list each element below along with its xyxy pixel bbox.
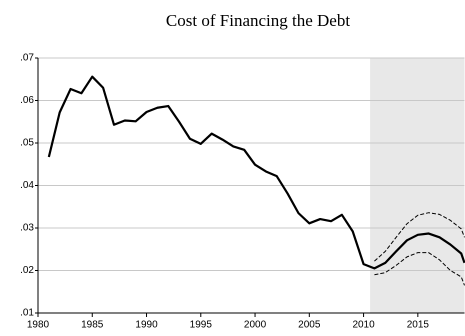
chart-title: Cost of Financing the Debt [166,11,350,30]
series-line [374,252,465,286]
x-tick-label: 2000 [244,320,267,331]
y-tick-label: .01 [20,308,34,319]
y-tick-label: .07 [20,53,34,64]
x-tick-label: 2015 [407,320,430,331]
series-line [374,212,465,262]
y-tick-label: .04 [20,180,34,191]
y-tick-label: .05 [20,138,34,149]
series-line [47,75,465,270]
x-tick-label: 1990 [135,320,158,331]
y-tick-label: .03 [20,223,34,234]
x-tick-label: 1995 [190,320,213,331]
x-tick-label: 1980 [27,320,50,331]
x-tick-label: 2010 [352,320,375,331]
y-tick-label: .02 [20,265,34,276]
x-tick-label: 1985 [81,320,104,331]
y-tick-label: .06 [20,95,34,106]
x-tick-label: 2005 [298,320,321,331]
